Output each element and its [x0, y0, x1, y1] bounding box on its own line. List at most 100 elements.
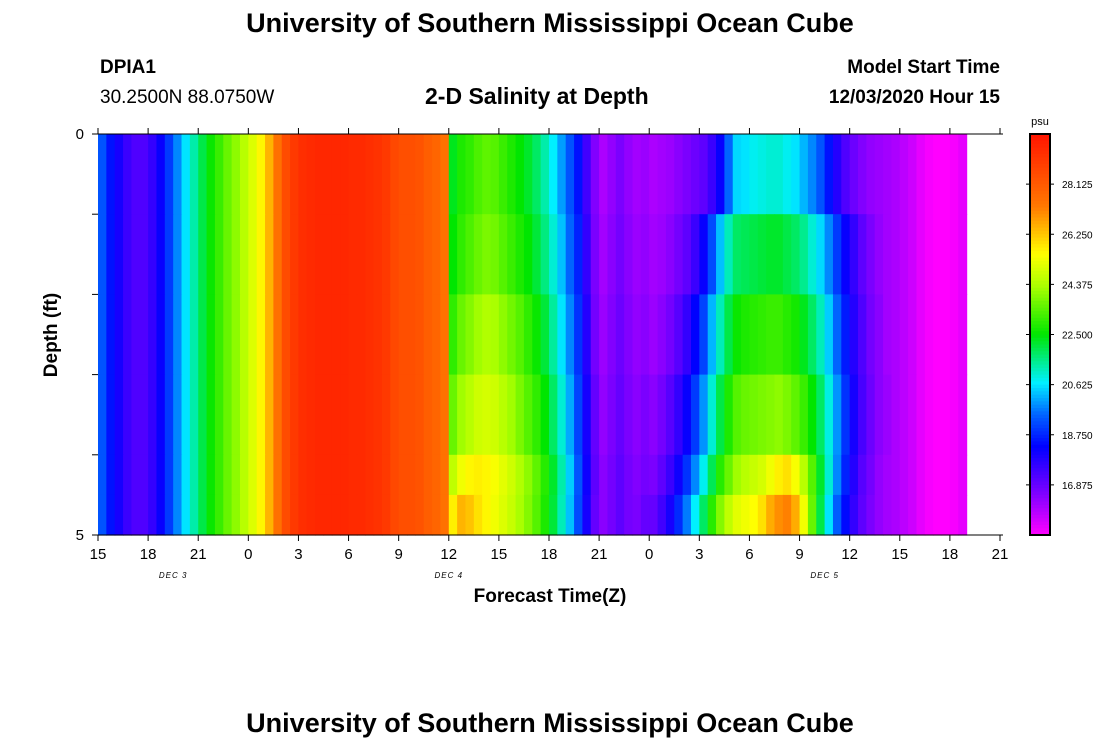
heatmap-cell [958, 294, 968, 376]
colorbar-segment [1030, 147, 1050, 152]
colorbar-segment [1030, 341, 1050, 346]
heatmap-cell [849, 454, 859, 496]
colorbar-segment [1030, 204, 1050, 209]
heatmap-cell [732, 134, 742, 215]
heatmap-cell [899, 494, 909, 536]
heatmap-cell [173, 454, 183, 496]
colorbar-segment [1030, 408, 1050, 412]
colorbar-segment [1030, 448, 1050, 453]
heatmap-cell [507, 374, 517, 456]
heatmap-cell [457, 374, 467, 456]
heatmap-cell [632, 374, 642, 456]
heatmap-cell [832, 134, 842, 215]
colorbar-segment [1030, 498, 1050, 503]
heatmap-cell [557, 374, 567, 456]
heatmap-cell [98, 494, 107, 536]
heatmap-cell [290, 454, 300, 496]
heatmap-cell [198, 134, 208, 215]
heatmap-cell [390, 374, 400, 456]
colorbar-segment [1030, 361, 1050, 366]
heatmap-cell [248, 494, 258, 536]
heatmap-cell [523, 294, 533, 376]
heatmap-cell [507, 494, 517, 536]
heatmap-cell [574, 374, 584, 456]
heatmap-cell [949, 374, 959, 456]
heatmap-cell [557, 454, 567, 496]
colorbar-segment [1030, 384, 1050, 389]
heatmap-cell [381, 134, 391, 215]
heatmap-cell [148, 494, 158, 536]
heatmap-cell [265, 214, 274, 295]
colorbar-segment [1030, 224, 1050, 229]
heatmap-cell [757, 494, 767, 536]
heatmap-cell [248, 374, 258, 456]
heatmap-cell [239, 494, 249, 536]
heatmap-cell [189, 494, 199, 536]
heatmap-cell [724, 494, 734, 536]
heatmap-cell [139, 294, 149, 376]
heatmap-cell [214, 294, 224, 376]
colorbar-segment [1030, 304, 1050, 309]
heatmap-cell [507, 134, 517, 215]
heatmap-cell [239, 374, 249, 456]
page-title: University of Southern Mississippi Ocean… [246, 8, 854, 38]
colorbar-segment [1030, 301, 1050, 306]
colorbar-segment [1030, 220, 1050, 225]
heatmap-cell [832, 374, 842, 456]
x-tick-label: 9 [394, 546, 402, 563]
heatmap-cell [841, 294, 851, 376]
heatmap-cell [407, 134, 416, 215]
heatmap-cell [774, 374, 784, 456]
heatmap-cell [173, 134, 183, 215]
heatmap-cell [866, 374, 876, 456]
heatmap-cell [674, 374, 684, 456]
heatmap-cell [949, 454, 959, 496]
heatmap-cell [381, 494, 391, 536]
heatmap-cell [782, 294, 792, 376]
heatmap-cell [716, 134, 725, 215]
heatmap-cell [223, 294, 233, 376]
heatmap-cell [941, 294, 951, 376]
heatmap-cell [340, 374, 350, 456]
heatmap-cell [473, 134, 483, 215]
heatmap-cell [106, 294, 116, 376]
heatmap-cell [732, 494, 742, 536]
heatmap-cell [574, 214, 584, 295]
heatmap-cell [582, 294, 592, 376]
heatmap-cell [156, 454, 166, 496]
heatmap-cell [148, 294, 158, 376]
heatmap-cell [173, 374, 183, 456]
heatmap-cell [223, 134, 233, 215]
heatmap-cell [690, 454, 700, 496]
heatmap-cell [866, 494, 876, 536]
heatmap-cell [782, 214, 792, 295]
colorbar-segment [1030, 137, 1050, 142]
colorbar-segment [1030, 494, 1050, 499]
heatmap-cell [490, 214, 500, 295]
heatmap-cell [816, 494, 826, 536]
heatmap-cell [457, 134, 467, 215]
heatmap-cell [373, 494, 383, 536]
heatmap-cell [699, 494, 709, 536]
heatmap-cell [557, 294, 567, 376]
heatmap-cell [473, 374, 483, 456]
heatmap-cell [640, 374, 650, 456]
colorbar-segment [1030, 140, 1050, 145]
heatmap-cell [214, 374, 224, 456]
heatmap-cell [799, 454, 809, 496]
heatmap-cell [916, 374, 926, 456]
heatmap-cell [457, 454, 467, 496]
heatmap-cell [849, 134, 859, 215]
heatmap-cell [490, 494, 500, 536]
colorbar-tick-label: 20.625 [1062, 381, 1093, 392]
heatmap-cell [824, 374, 834, 456]
heatmap-cell [590, 134, 600, 215]
heatmap-cell [674, 134, 684, 215]
heatmap-cell [223, 374, 233, 456]
heatmap-cell [432, 454, 442, 496]
heatmap-cell [649, 214, 659, 295]
heatmap-cell [849, 374, 859, 456]
colorbar-segment [1030, 227, 1050, 232]
heatmap-cell [724, 294, 734, 376]
heatmap-cell [599, 294, 609, 376]
